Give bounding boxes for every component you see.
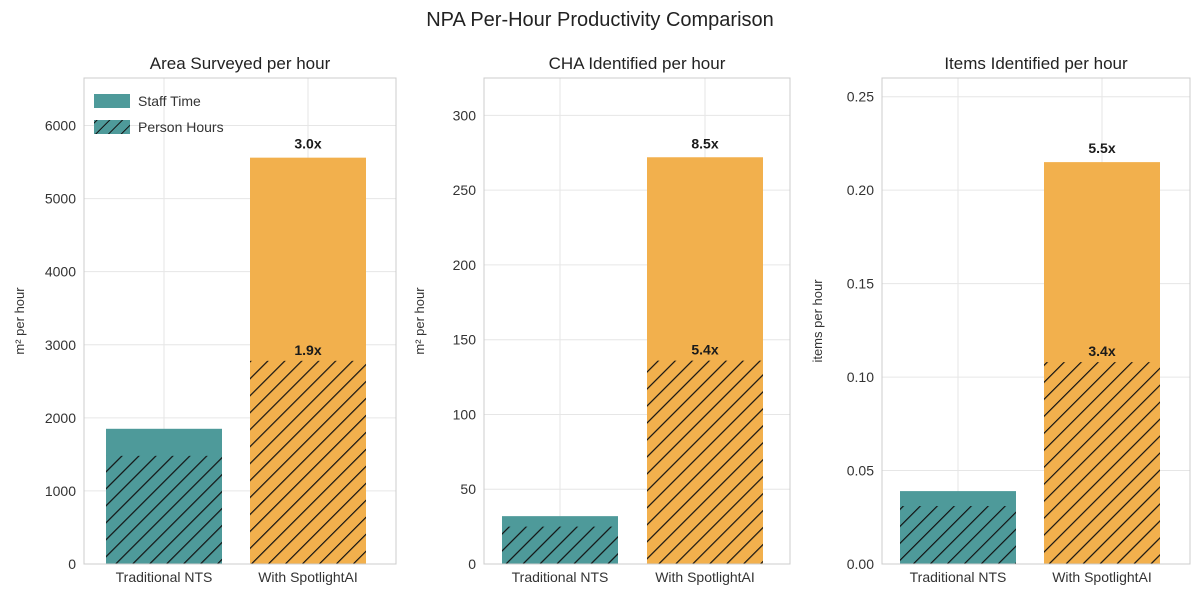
y-tick-label: 200 — [453, 257, 477, 273]
x-tick-label: Traditional NTS — [512, 569, 609, 585]
bar-person-hours-spotlight — [1044, 362, 1160, 564]
y-axis-label: m² per hour — [12, 287, 27, 355]
subplot-title: CHA Identified per hour — [549, 54, 726, 73]
annotation-staff-time: 5.5x — [1088, 140, 1115, 156]
subplot-1: 0 1000 2000 3000 4000 5000 6000 Traditional NTS… — [12, 54, 397, 585]
axes-frame — [881, 77, 1191, 565]
bar-person-hours-traditional — [502, 526, 618, 564]
y-tick-label: 100 — [453, 406, 477, 422]
y-tick-label: 50 — [460, 481, 476, 497]
bar-person-hours-traditional — [106, 455, 222, 564]
y-tick-label: 300 — [453, 107, 477, 123]
y-tick-label: 150 — [453, 332, 477, 348]
y-axis-label: m² per hour — [412, 287, 427, 355]
y-axis-label: items per hour — [810, 279, 825, 363]
x-tick-label: Traditional NTS — [910, 569, 1007, 585]
bar-person-hours-traditional — [900, 506, 1016, 564]
subplot-title: Area Surveyed per hour — [150, 54, 331, 73]
y-tick-label: 6000 — [45, 118, 76, 134]
annotation-staff-time: 3.0x — [294, 136, 321, 152]
legend: Staff Time Person Hours — [94, 93, 224, 135]
x-tick-label: With SpotlightAI — [655, 569, 755, 585]
x-tick-label: With SpotlightAI — [258, 569, 358, 585]
axes-frame — [83, 77, 397, 565]
y-tick-label: 0.20 — [847, 182, 874, 198]
x-tick-label: With SpotlightAI — [1052, 569, 1152, 585]
subplot-title: Items Identified per hour — [944, 54, 1128, 73]
annotation-person-hours: 1.9x — [294, 342, 321, 358]
annotation-person-hours: 5.4x — [691, 342, 718, 358]
axes-frame — [483, 77, 791, 565]
subplot-2: 0 50 100 150 200 250 300 Traditional NTS With Sp… — [412, 54, 791, 585]
y-tick-label: 4000 — [45, 264, 76, 280]
legend-label: Staff Time — [138, 93, 201, 109]
y-tick-label: 0 — [468, 556, 476, 572]
legend-swatch-person-hours — [94, 120, 130, 134]
legend-label: Person Hours — [138, 119, 224, 135]
legend-swatch-staff-time — [94, 94, 130, 108]
annotation-staff-time: 8.5x — [691, 135, 718, 151]
y-tick-label: 2000 — [45, 410, 76, 426]
x-tick-label: Traditional NTS — [116, 569, 213, 585]
y-tick-label: 0.05 — [847, 463, 874, 479]
y-tick-label: 5000 — [45, 191, 76, 207]
annotation-person-hours: 3.4x — [1088, 343, 1115, 359]
bar-person-hours-spotlight — [647, 360, 763, 564]
y-tick-label: 1000 — [45, 483, 76, 499]
y-tick-label: 0.25 — [847, 89, 874, 105]
y-tick-label: 0.10 — [847, 369, 874, 385]
y-tick-label: 0.15 — [847, 276, 874, 292]
y-tick-label: 3000 — [45, 337, 76, 353]
y-tick-label: 250 — [453, 182, 477, 198]
figure-title: NPA Per-Hour Productivity Comparison — [426, 9, 774, 31]
y-tick-label: 0 — [68, 556, 76, 572]
bar-person-hours-spotlight — [250, 360, 366, 564]
y-tick-label: 0.00 — [847, 556, 874, 572]
subplot-3: 0.00 0.05 0.10 0.15 0.20 0.25 Traditional NTS W… — [810, 54, 1191, 585]
